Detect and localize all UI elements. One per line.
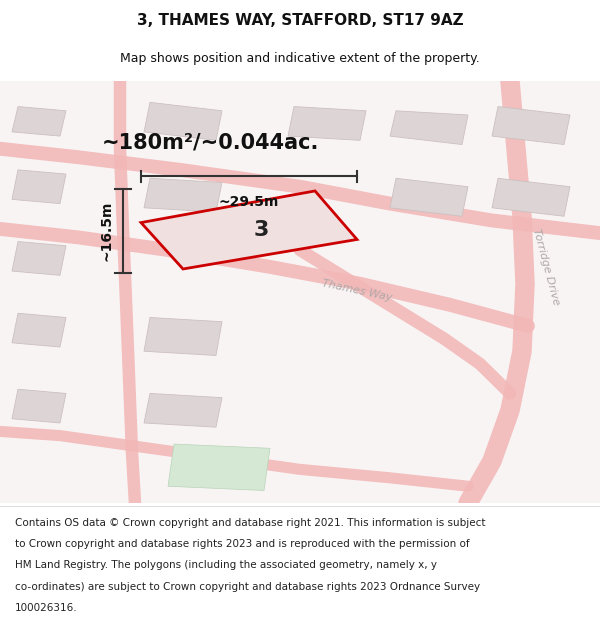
Polygon shape: [144, 318, 222, 356]
Text: co-ordinates) are subject to Crown copyright and database rights 2023 Ordnance S: co-ordinates) are subject to Crown copyr…: [15, 582, 480, 592]
Polygon shape: [492, 178, 570, 216]
Text: 3: 3: [253, 221, 269, 241]
Polygon shape: [12, 313, 66, 347]
Polygon shape: [144, 102, 222, 140]
Text: 100026316.: 100026316.: [15, 603, 77, 613]
Polygon shape: [12, 170, 66, 204]
Polygon shape: [492, 106, 570, 144]
Polygon shape: [12, 106, 66, 136]
Text: Map shows position and indicative extent of the property.: Map shows position and indicative extent…: [120, 52, 480, 65]
Polygon shape: [144, 394, 222, 428]
Text: Thames Way: Thames Way: [321, 278, 393, 302]
Text: ~180m²/~0.044ac.: ~180m²/~0.044ac.: [101, 132, 319, 152]
Polygon shape: [390, 178, 468, 216]
Text: HM Land Registry. The polygons (including the associated geometry, namely x, y: HM Land Registry. The polygons (includin…: [15, 561, 437, 571]
Polygon shape: [141, 191, 357, 269]
Text: Torridge Drive: Torridge Drive: [531, 228, 561, 306]
Text: ~16.5m: ~16.5m: [100, 201, 114, 261]
Polygon shape: [12, 389, 66, 423]
Polygon shape: [144, 178, 222, 212]
Polygon shape: [288, 106, 366, 140]
Polygon shape: [390, 111, 468, 144]
Polygon shape: [12, 241, 66, 275]
Polygon shape: [168, 444, 270, 491]
Text: 3, THAMES WAY, STAFFORD, ST17 9AZ: 3, THAMES WAY, STAFFORD, ST17 9AZ: [137, 12, 463, 28]
Text: Contains OS data © Crown copyright and database right 2021. This information is : Contains OS data © Crown copyright and d…: [15, 518, 485, 528]
Text: to Crown copyright and database rights 2023 and is reproduced with the permissio: to Crown copyright and database rights 2…: [15, 539, 470, 549]
Text: ~29.5m: ~29.5m: [219, 195, 279, 209]
